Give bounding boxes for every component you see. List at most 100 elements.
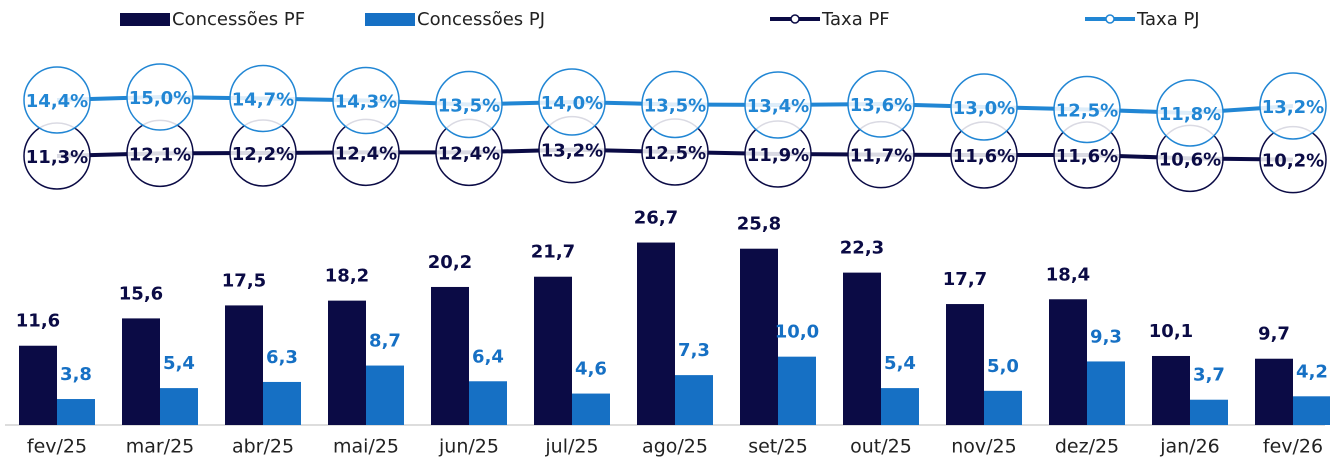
bar-label: 17,7 [943, 269, 987, 290]
bar [946, 304, 984, 425]
line-label: 13,5% [644, 96, 706, 117]
line-label: 10,6% [1159, 149, 1221, 170]
bar-label: 10,0 [775, 322, 819, 343]
bar [1087, 361, 1125, 425]
bar-label: 17,5 [222, 270, 266, 291]
line-point [538, 68, 606, 136]
line-label: 11,8% [1159, 104, 1221, 125]
x-tick-label: mai/25 [333, 436, 399, 458]
bar [263, 381, 301, 425]
x-tick-label: dez/25 [1055, 436, 1119, 458]
bar [57, 399, 95, 425]
bar-label: 18,4 [1046, 264, 1090, 285]
line-point [229, 64, 297, 133]
line-point [1259, 72, 1327, 140]
line-label: 14,3% [335, 92, 397, 113]
bar [881, 388, 919, 425]
bar [366, 365, 404, 425]
line-point [435, 70, 503, 139]
bar [1190, 399, 1228, 425]
bar-label: 4,6 [575, 359, 607, 380]
bar-label: 6,4 [472, 346, 504, 367]
bar [1049, 299, 1087, 425]
bar-label: 15,6 [119, 283, 163, 304]
line-label: 13,4% [747, 96, 809, 117]
bar [572, 393, 610, 425]
bar-label: 9,7 [1258, 324, 1290, 345]
bar [328, 300, 366, 425]
bar [225, 305, 263, 425]
bar-label: 10,1 [1149, 321, 1193, 342]
bar [1255, 358, 1293, 425]
bar-label: 5,0 [987, 356, 1019, 377]
line-label: 12,5% [644, 143, 706, 164]
line-point [1053, 75, 1121, 144]
line-label: 13,0% [953, 98, 1015, 119]
x-tick-label: ago/25 [642, 436, 708, 458]
legend-label: Taxa PF [821, 9, 890, 30]
x-tick-label: abr/25 [232, 436, 294, 458]
bar [431, 286, 469, 425]
x-tick-label: out/25 [850, 436, 912, 458]
x-tick-label: fev/25 [27, 436, 87, 458]
line-label: 11,3% [26, 147, 88, 168]
line-label: 13,6% [850, 95, 912, 116]
bar [534, 276, 572, 425]
line-label: 14,4% [26, 91, 88, 112]
bar-label: 21,7 [531, 242, 575, 263]
bar-label: 3,7 [1193, 365, 1225, 386]
bar [1152, 355, 1190, 425]
bar-label: 4,2 [1296, 361, 1328, 382]
bar-label: 22,3 [840, 238, 884, 259]
bar-label: 6,3 [266, 347, 298, 368]
bar [984, 390, 1022, 425]
bar-label: 9,3 [1090, 326, 1122, 347]
bar-label: 8,7 [369, 331, 401, 352]
bar-label: 18,2 [325, 266, 369, 287]
bar-label: 3,8 [60, 364, 92, 385]
line-label: 11,9% [747, 145, 809, 166]
legend-label: Taxa PJ [1136, 9, 1200, 30]
bar [843, 272, 881, 425]
x-tick-label: jul/25 [544, 436, 598, 458]
bar-label: 5,4 [163, 353, 195, 374]
bar [675, 375, 713, 425]
x-tick-label: set/25 [748, 436, 808, 458]
bar [740, 248, 778, 425]
bar [160, 388, 198, 425]
line-point [23, 66, 91, 134]
line-label: 13,2% [1262, 97, 1324, 118]
line-point [744, 71, 812, 139]
legend-swatch [1105, 14, 1115, 24]
bar [122, 318, 160, 425]
bar-label: 7,3 [678, 340, 710, 361]
bar-label: 25,8 [737, 214, 781, 235]
legend-swatch [120, 13, 170, 26]
line-label: 10,2% [1262, 151, 1324, 172]
line-label: 14,0% [541, 93, 603, 114]
line-label: 12,5% [1056, 101, 1118, 122]
line-label: 11,6% [953, 146, 1015, 167]
line-point [126, 63, 194, 131]
line-label: 11,7% [850, 146, 912, 167]
line-label: 14,7% [232, 90, 294, 111]
x-tick-label: fev/26 [1263, 436, 1323, 458]
x-tick-label: jan/26 [1159, 436, 1220, 458]
bar [19, 345, 57, 425]
line-label: 12,4% [335, 143, 397, 164]
bar [637, 242, 675, 425]
bar [469, 381, 507, 425]
line-label: 15,0% [129, 88, 191, 109]
line-point [641, 70, 709, 139]
line-label: 13,5% [438, 96, 500, 117]
bar-label: 11,6 [16, 311, 60, 332]
line-label: 12,4% [438, 143, 500, 164]
bar-label: 5,4 [884, 353, 916, 374]
line-label: 13,2% [541, 141, 603, 162]
legend-label: Concessões PJ [417, 9, 545, 30]
x-tick-label: jun/25 [438, 436, 499, 458]
line-label: 12,1% [129, 144, 191, 165]
line-label: 11,6% [1056, 146, 1118, 167]
